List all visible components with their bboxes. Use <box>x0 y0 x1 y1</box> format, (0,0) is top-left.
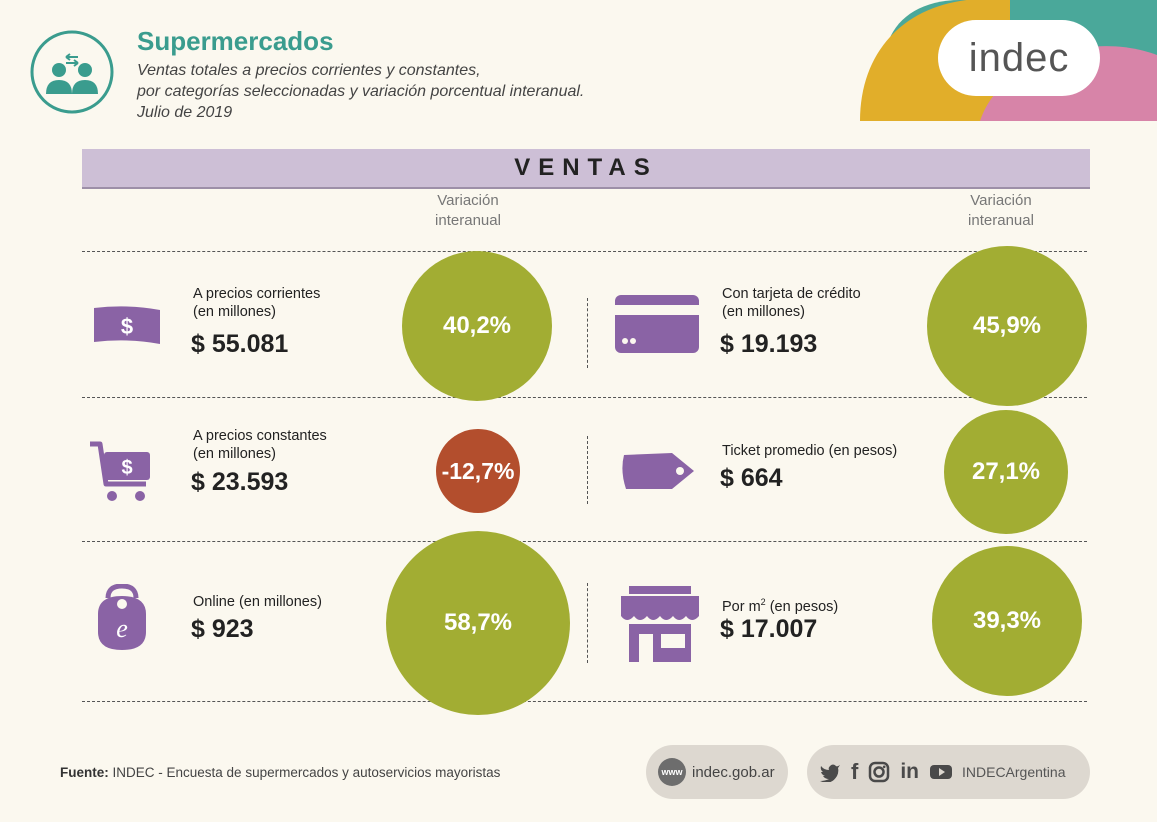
ventas-banner: VENTAS <box>82 149 1090 189</box>
credit-card-icon <box>615 295 699 353</box>
item-label-line: A precios corrientes <box>193 286 321 302</box>
item-label-text: Por m <box>722 598 761 615</box>
page-subtitle: Ventas totales a precios corrientes y co… <box>137 60 584 123</box>
column-divider <box>587 298 588 368</box>
item-value: $ 23.593 <box>191 468 289 496</box>
indec-logo[interactable]: indec <box>938 20 1100 96</box>
www-badge: www <box>658 758 686 786</box>
twitter-icon[interactable] <box>819 762 841 782</box>
svg-text:$: $ <box>121 314 133 339</box>
item-label: Online (en millones) <box>193 593 322 611</box>
price-tag-icon <box>622 453 694 489</box>
item-value: $ 664 <box>720 464 783 492</box>
item-label: A precios constantes (en millones) <box>193 427 327 463</box>
svg-text:e: e <box>116 614 128 643</box>
item-label: A precios corrientes (en millones) <box>193 285 320 321</box>
instagram-icon[interactable] <box>868 761 890 783</box>
variation-header-right: Variación interanual <box>941 191 1061 231</box>
item-label-text: (en pesos) <box>765 598 839 615</box>
item-label-line: (en millones) <box>193 304 276 320</box>
column-divider <box>587 583 588 663</box>
item-label-line: (en millones) <box>193 446 276 462</box>
variation-value: 27,1% <box>971 458 1041 485</box>
website-text: indec.gob.ar <box>692 763 775 781</box>
variation-header-line: Variación <box>970 192 1032 209</box>
item-label-line: Ticket promedio (en pesos) <box>722 443 898 459</box>
item-label: Ticket promedio (en pesos) <box>722 442 897 460</box>
item-value: $ 55.081 <box>191 330 289 358</box>
linkedin-icon[interactable]: in <box>900 760 919 783</box>
variation-bubble: 58,7% <box>386 531 570 715</box>
variation-header-left: Variación interanual <box>408 191 528 231</box>
variation-value: 40,2% <box>442 312 512 339</box>
item-value: $ 19.193 <box>720 330 818 358</box>
row-divider <box>82 397 1087 398</box>
shopping-cart-icon: $ <box>90 441 150 501</box>
item-label-line: A precios constantes <box>193 428 327 444</box>
item-value: $ 923 <box>191 615 254 643</box>
subtitle-line: Ventas totales a precios corrientes y co… <box>137 62 481 79</box>
variation-bubble: -12,7% <box>436 429 520 513</box>
row-divider <box>82 251 1087 252</box>
item-value: $ 17.007 <box>720 615 818 643</box>
facebook-icon[interactable]: f <box>851 759 859 784</box>
subtitle-line: Julio de 2019 <box>137 104 233 121</box>
variation-value: 45,9% <box>972 312 1042 339</box>
people-exchange-icon <box>30 30 114 114</box>
variation-bubble: 27,1% <box>944 410 1068 534</box>
page-title: Supermercados <box>137 26 334 56</box>
column-divider <box>587 436 588 504</box>
website-link[interactable]: www indec.gob.ar <box>646 745 788 799</box>
variation-value: -12,7% <box>441 457 515 484</box>
variation-value: 39,3% <box>972 607 1042 634</box>
banknote-icon: $ <box>94 306 160 344</box>
variation-header-line: Variación <box>437 192 499 209</box>
variation-bubble: 39,3% <box>932 546 1082 696</box>
item-label-superscript: 2 <box>760 597 766 607</box>
online-bag-icon: e <box>98 584 146 650</box>
variation-header-line: interanual <box>435 212 501 229</box>
row-divider <box>82 541 1087 542</box>
source-text: INDEC - Encuesta de supermercados y auto… <box>112 765 501 780</box>
variation-bubble: 40,2% <box>402 251 552 401</box>
source-note: Fuente: INDEC - Encuesta de supermercado… <box>60 765 500 780</box>
logo-text: indec <box>968 35 1070 80</box>
variation-value: 58,7% <box>443 609 513 636</box>
social-links: f in INDECArgentina <box>807 745 1090 799</box>
item-label-line: Con tarjeta de crédito <box>722 286 861 302</box>
item-label: Con tarjeta de crédito (en millones) <box>722 285 861 321</box>
store-icon <box>621 586 699 662</box>
svg-text:$: $ <box>121 457 132 479</box>
item-label-line: (en millones) <box>722 304 805 320</box>
source-label: Fuente: <box>60 765 109 780</box>
item-label-line: Online (en millones) <box>193 594 322 610</box>
www-badge-text: www <box>661 767 683 777</box>
social-handle[interactable]: INDECArgentina <box>962 764 1066 780</box>
variation-bubble: 45,9% <box>927 246 1087 406</box>
variation-header-line: interanual <box>968 212 1034 229</box>
row-divider <box>82 701 1087 702</box>
item-label: Por m2 (en pesos) <box>722 593 838 616</box>
youtube-icon[interactable] <box>929 763 953 781</box>
subtitle-line: por categorías seleccionadas y variación… <box>137 83 585 100</box>
